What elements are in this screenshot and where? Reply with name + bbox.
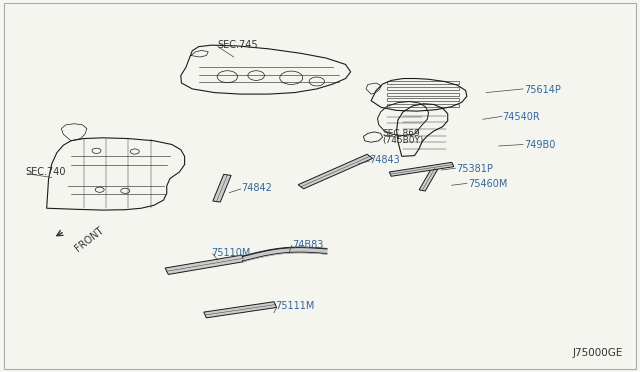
Text: FRONT: FRONT <box>73 225 106 254</box>
Text: 75460M: 75460M <box>468 179 508 189</box>
Text: (745B0Y): (745B0Y) <box>383 136 424 145</box>
Text: 74540R: 74540R <box>502 112 540 122</box>
Polygon shape <box>419 168 438 191</box>
Polygon shape <box>298 154 372 189</box>
Text: 74843: 74843 <box>369 155 400 165</box>
Text: SEC.740: SEC.740 <box>25 167 65 177</box>
Text: SEC.745: SEC.745 <box>218 40 259 50</box>
Text: 75614P: 75614P <box>524 85 561 94</box>
Text: SEC.869: SEC.869 <box>383 129 420 138</box>
Text: 74842: 74842 <box>241 183 272 193</box>
Polygon shape <box>165 255 245 275</box>
Polygon shape <box>213 174 231 202</box>
Text: 74B83: 74B83 <box>292 240 323 250</box>
Polygon shape <box>389 162 454 176</box>
Text: 75381P: 75381P <box>457 164 493 174</box>
Text: 75111M: 75111M <box>275 301 315 311</box>
Text: J75000GE: J75000GE <box>573 348 623 358</box>
Polygon shape <box>204 302 276 318</box>
Text: 75110M: 75110M <box>211 248 251 258</box>
Text: 749B0: 749B0 <box>524 140 556 150</box>
